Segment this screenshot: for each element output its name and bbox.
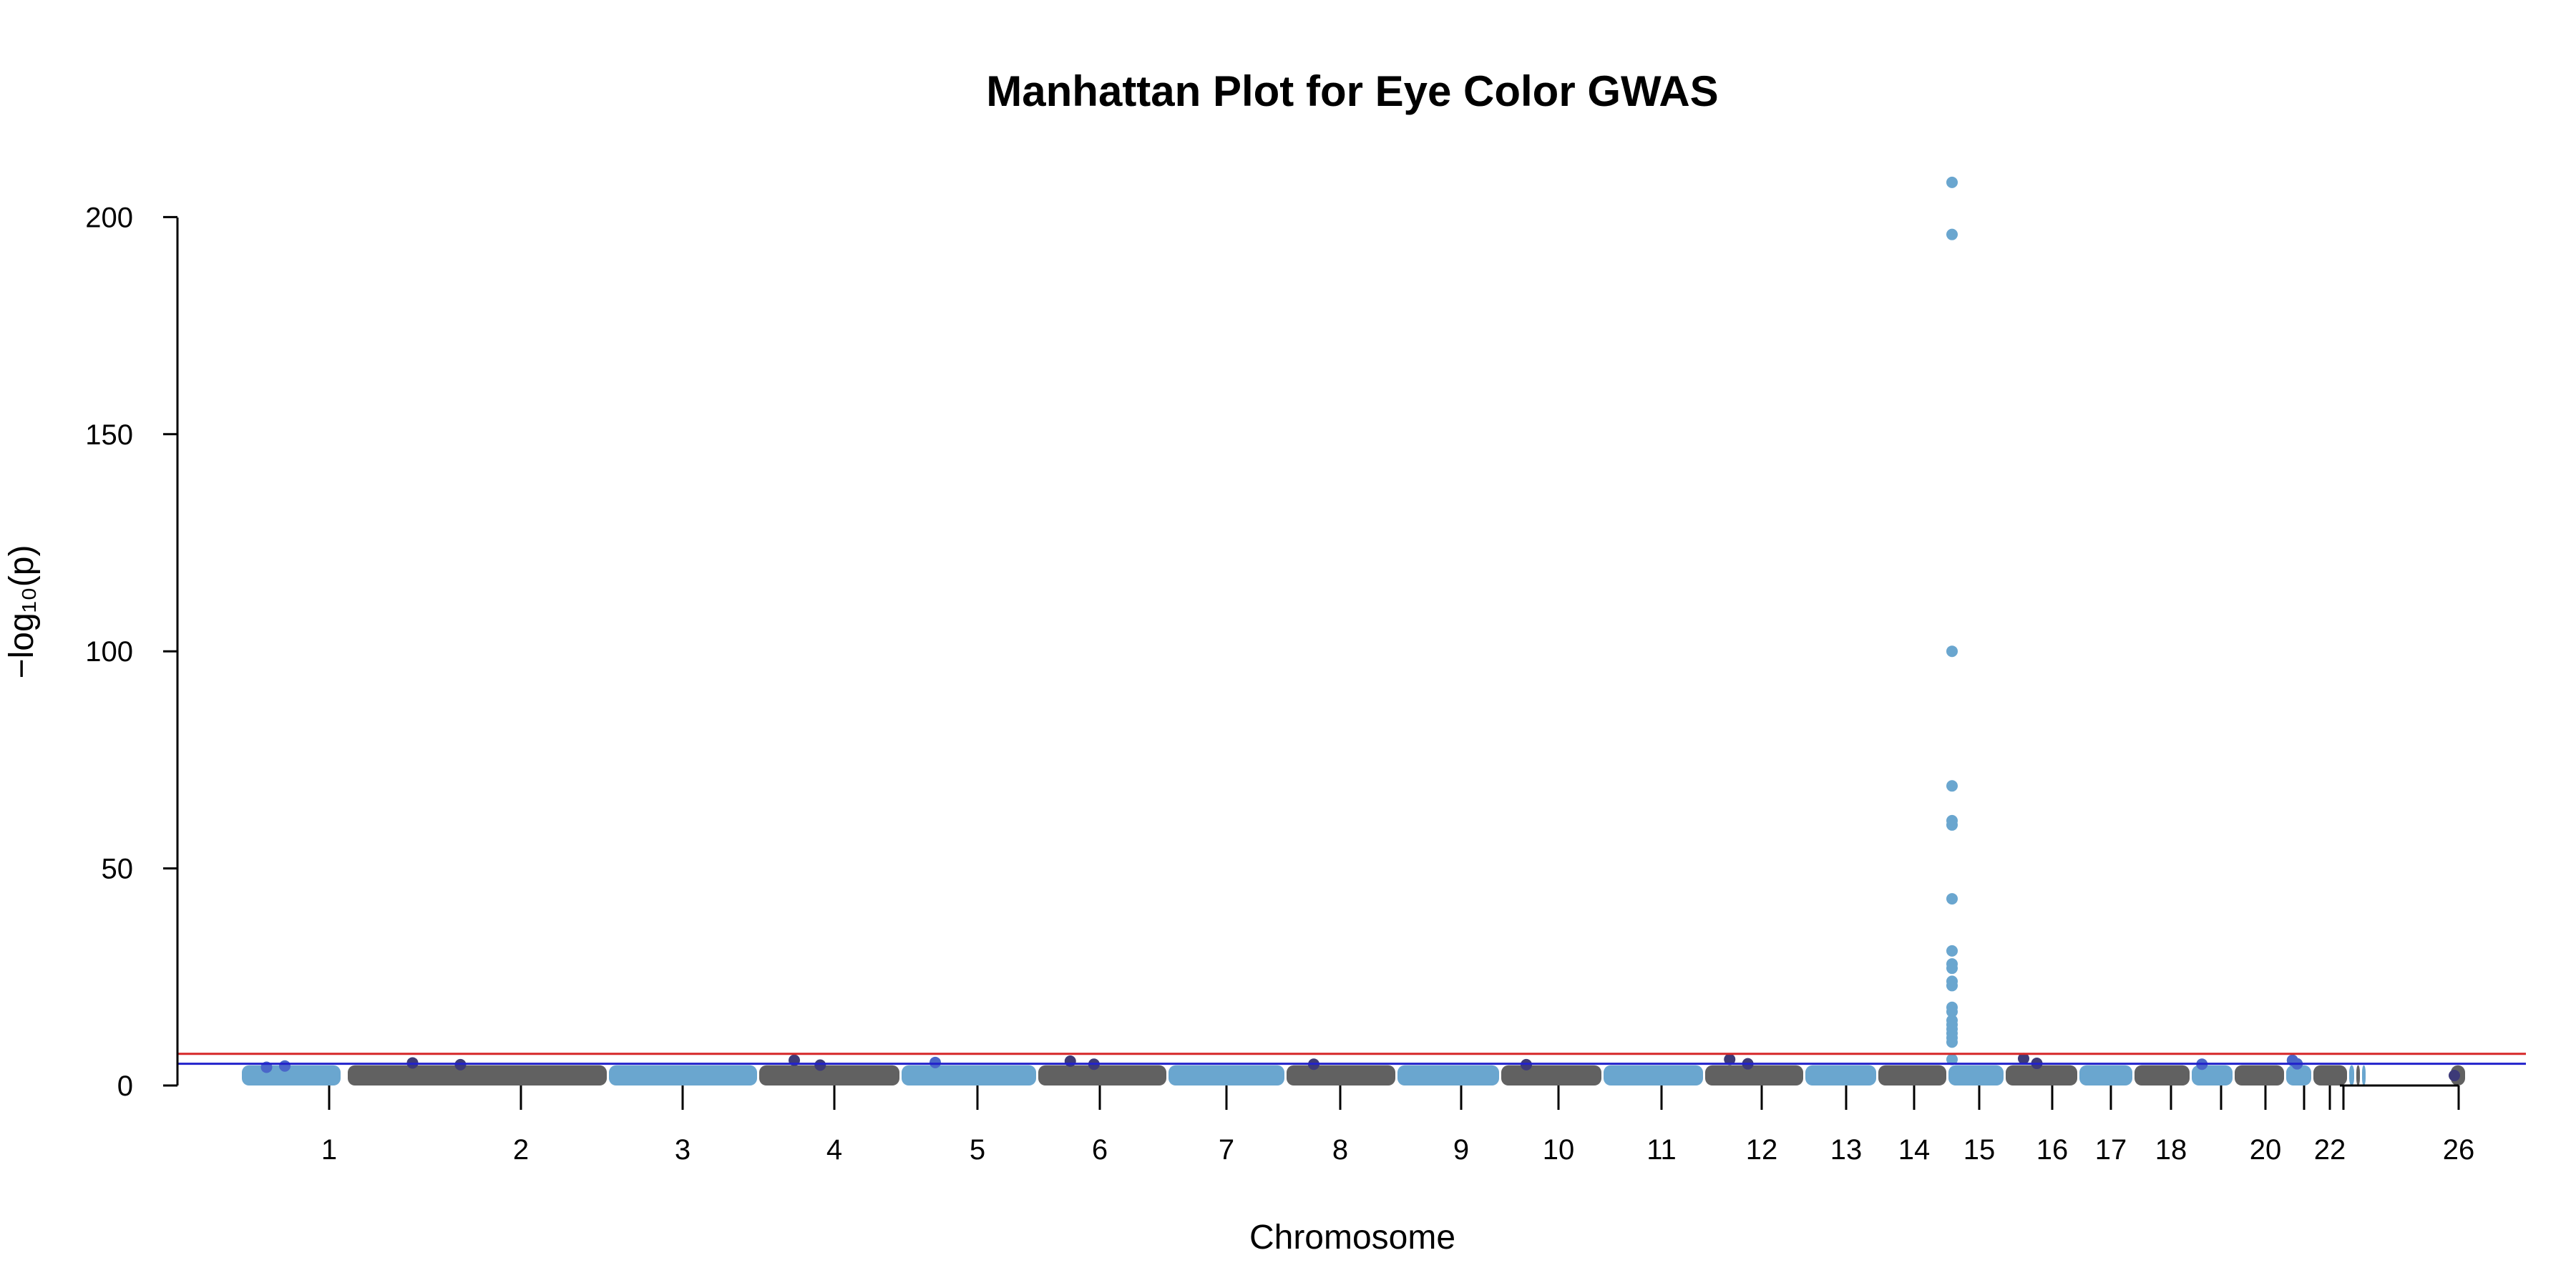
snp-band-chr-5 <box>902 1065 1036 1085</box>
x-tick-label: 16 <box>2036 1134 2069 1166</box>
x-tick-label: 20 <box>2250 1134 2282 1166</box>
snp-band-chr-16 <box>2006 1065 2077 1085</box>
chart-title: Manhattan Plot for Eye Color GWAS <box>986 67 1718 115</box>
snp-point-chr-26 <box>2449 1070 2460 1082</box>
x-tick-label: 15 <box>1963 1134 1996 1166</box>
snp-band-chr-14 <box>1878 1065 1946 1085</box>
snp-point-chr-15 <box>1946 1005 1958 1018</box>
snp-point-chr-15 <box>1946 780 1958 792</box>
snp-band-chr-10 <box>1501 1065 1601 1085</box>
snp-point-chr-15 <box>1946 980 1958 992</box>
x-tick-label: 8 <box>1332 1134 1348 1166</box>
x-tick-label: 6 <box>1092 1134 1108 1166</box>
snp-point-chr-15 <box>1946 228 1958 240</box>
snp-band-chr-23 <box>2349 1065 2354 1085</box>
snp-point-chr-6 <box>1064 1055 1076 1068</box>
snp-band-chr-4 <box>759 1065 899 1085</box>
x-tick-label: 9 <box>1453 1134 1469 1166</box>
snp-band-chr-17 <box>2079 1065 2132 1085</box>
x-tick-label: 26 <box>2443 1134 2475 1166</box>
x-tick-label: 10 <box>1543 1134 1575 1166</box>
snp-band-chr-6 <box>1038 1065 1166 1085</box>
snp-point-chr-5 <box>930 1056 941 1068</box>
snp-band-chr-12 <box>1705 1065 1803 1085</box>
snp-band-chr-24 <box>2356 1065 2360 1085</box>
snp-band-chr-8 <box>1287 1065 1395 1085</box>
snp-point-chr-12 <box>1724 1053 1736 1065</box>
x-tick-label: 22 <box>2314 1134 2346 1166</box>
x-tick-label: 1 <box>321 1134 337 1166</box>
snp-point-chr-16 <box>2018 1053 2029 1065</box>
plot-area <box>177 176 2526 1085</box>
snp-band-chr-2 <box>348 1065 607 1085</box>
snp-band-chr-1 <box>242 1065 341 1085</box>
snp-band-chr-7 <box>1169 1065 1284 1085</box>
snp-band-chr-22 <box>2313 1065 2347 1085</box>
x-tick-label: 5 <box>970 1134 985 1166</box>
y-axis-title: −log₁₀(p) <box>3 545 41 679</box>
snp-point-chr-15 <box>1946 1036 1958 1048</box>
x-tick-label: 11 <box>1646 1134 1677 1166</box>
x-tick-label: 4 <box>826 1134 842 1166</box>
y-tick-label: 100 <box>85 636 133 668</box>
y-tick-label: 150 <box>85 419 133 451</box>
snp-point-chr-15 <box>1946 176 1958 188</box>
snp-band-chr-13 <box>1805 1065 1876 1085</box>
y-tick-label: 50 <box>102 854 134 885</box>
snp-point-chr-15 <box>1946 945 1958 957</box>
y-axis: 0 50 100 150 200 <box>85 202 179 1102</box>
x-tick-label: 2 <box>513 1134 529 1166</box>
snp-band-chr-21 <box>2286 1065 2311 1085</box>
snp-point-chr-1 <box>279 1060 291 1072</box>
snp-band-chr-9 <box>1397 1065 1499 1085</box>
x-tick-label: 12 <box>1746 1134 1778 1166</box>
snp-band-chr-18 <box>2135 1065 2190 1085</box>
x-tick-label: 13 <box>1830 1134 1863 1166</box>
snp-point-chr-15 <box>1946 819 1958 831</box>
x-tick-label: 17 <box>2095 1134 2127 1166</box>
snp-point-chr-4 <box>814 1059 826 1071</box>
x-tick-label: 7 <box>1219 1134 1234 1166</box>
y-tick-label: 0 <box>117 1070 133 1102</box>
x-axis: 1 2 3 4 5 6 7 8 9 10 11 12 13 14 15 16 17 18 20 22 26 <box>321 1084 2475 1166</box>
snp-point-chr-15 <box>1946 645 1958 658</box>
snp-point-chr-15 <box>1946 962 1958 975</box>
snp-band-chr-11 <box>1604 1065 1703 1085</box>
snp-point-chr-15 <box>1946 1053 1958 1065</box>
snp-point-chr-15 <box>1946 893 1958 905</box>
snp-band-chr-25 <box>2362 1065 2366 1085</box>
snp-band-chr-20 <box>2235 1065 2284 1085</box>
y-tick-label: 200 <box>85 202 133 233</box>
x-tick-label: 18 <box>2155 1134 2187 1166</box>
x-tick-label: 14 <box>1898 1134 1931 1166</box>
x-axis-title: Chromosome <box>1249 1219 1455 1257</box>
snp-band-chr-3 <box>609 1065 757 1085</box>
snp-band-chr-15 <box>1948 1065 2004 1085</box>
x-tick-label: 3 <box>675 1134 691 1166</box>
snp-band-chr-19 <box>2192 1065 2233 1085</box>
